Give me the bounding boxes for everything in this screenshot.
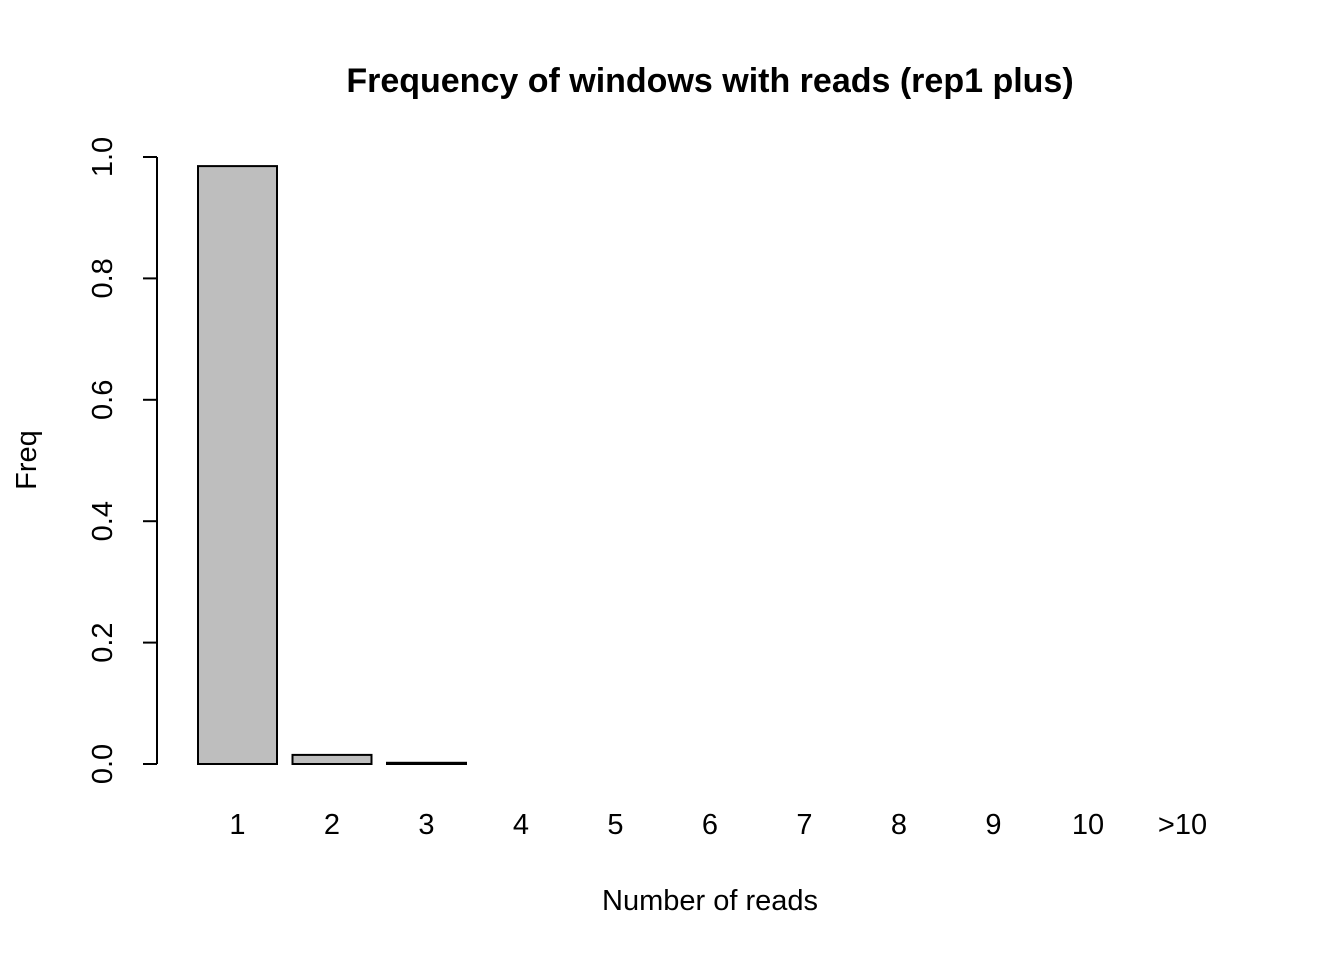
- x-tick-label: 4: [513, 809, 529, 841]
- x-tick-label: 10: [1072, 809, 1104, 841]
- x-tick-label: 3: [418, 809, 434, 841]
- x-tick-label: 5: [607, 809, 623, 841]
- y-tick-label: 0.6: [87, 380, 119, 420]
- y-tick-label: 0.0: [87, 744, 119, 784]
- x-tick-label: >10: [1158, 809, 1207, 841]
- x-tick-label: 2: [324, 809, 340, 841]
- x-tick-labels: 1 2 3 4 5 6 7 8 9 10 >10: [229, 809, 1207, 841]
- x-tick-label: 8: [891, 809, 907, 841]
- y-tick-label: 0.4: [87, 501, 119, 541]
- bar-2: [291, 753, 373, 766]
- y-axis-label: Freq: [11, 430, 43, 490]
- chart-title: Frequency of windows with reads (rep1 pl…: [346, 62, 1073, 100]
- bars-group: [197, 165, 467, 766]
- x-tick-label: 6: [702, 809, 718, 841]
- y-axis: 0.0 0.2 0.4 0.6 0.8 1.0: [87, 137, 158, 784]
- y-tick-label: 1.0: [87, 137, 119, 177]
- x-axis-label: Number of reads: [602, 885, 818, 917]
- bar-3: [386, 761, 467, 766]
- x-tick-label: 1: [229, 809, 245, 841]
- bar-1: [197, 165, 278, 766]
- y-tick-label: 0.2: [87, 622, 119, 662]
- y-tick-label: 0.8: [87, 258, 119, 298]
- x-tick-label: 9: [985, 809, 1001, 841]
- x-tick-label: 7: [796, 809, 812, 841]
